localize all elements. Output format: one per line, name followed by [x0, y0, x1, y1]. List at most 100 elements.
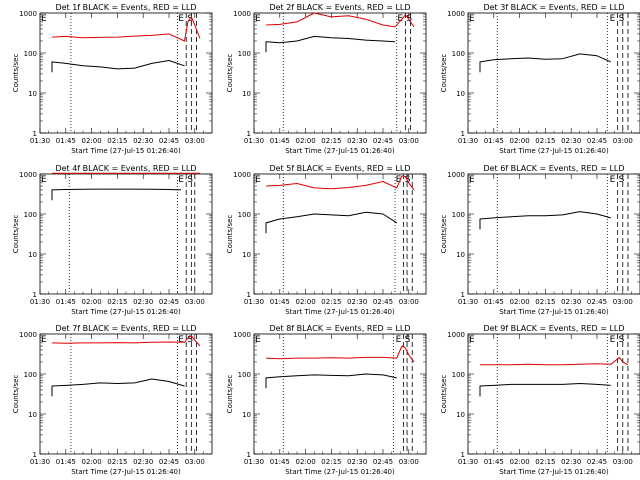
x-tick-label: 02:00: [510, 298, 530, 306]
corner-label: E: [178, 335, 184, 345]
x-tick-label: 02:30: [347, 458, 367, 466]
corner-label: S: [187, 175, 193, 185]
y-tick-label: 1: [33, 451, 37, 459]
series-events-line: [479, 383, 611, 397]
x-tick-label: 02:30: [347, 298, 367, 306]
x-tick-label: 01:45: [270, 137, 290, 145]
x-axis-label: Start Time (27-Jul-15 01:26:40): [71, 147, 181, 155]
y-tick-label: 1000: [19, 331, 37, 339]
y-tick-label: 10: [242, 411, 251, 419]
x-tick-label: 01:30: [244, 298, 264, 306]
x-tick-label: 02:30: [347, 137, 367, 145]
x-tick-label: 02:00: [296, 458, 316, 466]
chart-panel-3: Det 3f BLACK = Events, RED = LLD 1 10 100 10…: [440, 3, 640, 155]
x-tick-label: 02:30: [133, 458, 153, 466]
chart-title: Det 3f BLACK = Events, RED = LLD: [483, 3, 624, 12]
x-tick-label: 02:45: [373, 298, 393, 306]
plot-frame: [467, 173, 640, 295]
corner-label: E: [178, 14, 184, 24]
chart-title: Det 7f BLACK = Events, RED = LLD: [55, 324, 196, 333]
y-axis-label: Counts/sec: [12, 375, 20, 414]
corner-label: E: [255, 335, 261, 345]
y-tick-label: 100: [238, 211, 251, 219]
y-tick-label: 100: [24, 50, 37, 58]
y-tick-label: 100: [24, 211, 37, 219]
chart-panel-6: Det 6f BLACK = Events, RED = LLD 1 10 100 10…: [440, 164, 640, 316]
y-axis-label: Counts/sec: [226, 375, 234, 414]
series-events-line: [265, 211, 398, 234]
x-tick-label: 03:00: [185, 298, 205, 306]
y-tick-label: 100: [452, 211, 465, 219]
corner-label: E: [178, 175, 184, 185]
x-tick-label: 01:45: [484, 298, 504, 306]
chart-panel-7: Det 7f BLACK = Events, RED = LLD 1 10 100 10…: [12, 324, 213, 476]
x-axis-label: Start Time (27-Jul-15 01:26:40): [285, 308, 395, 316]
y-tick-label: 1: [247, 291, 251, 299]
corner-label: S: [187, 335, 193, 345]
x-tick-label: 01:45: [56, 458, 76, 466]
y-tick-label: 10: [28, 411, 37, 419]
x-tick-label: 02:45: [587, 137, 607, 145]
corner-label: E: [610, 14, 616, 24]
plot-frame: [253, 333, 427, 455]
y-tick-label: 1000: [447, 171, 465, 179]
series-events-line: [479, 211, 611, 230]
corner-label: E: [41, 175, 47, 185]
x-tick-label: 01:30: [458, 458, 478, 466]
x-tick-label: 02:15: [107, 458, 127, 466]
y-tick-label: 1000: [447, 10, 465, 18]
corner-label: E: [396, 335, 402, 345]
y-tick-label: 10: [28, 90, 37, 98]
x-tick-label: 01:30: [30, 298, 50, 306]
corner-label: E: [396, 175, 402, 185]
x-tick-label: 02:30: [561, 298, 581, 306]
x-tick-label: 02:00: [510, 458, 530, 466]
x-tick-label: 02:30: [561, 458, 581, 466]
corner-label: S: [619, 175, 625, 185]
y-axis-label: Counts/sec: [440, 375, 448, 414]
corner-label: E: [610, 175, 616, 185]
corner-label: E: [469, 335, 475, 345]
y-axis-label: Counts/sec: [226, 215, 234, 254]
y-axis-label: Counts/sec: [226, 54, 234, 93]
y-tick-label: 100: [452, 50, 465, 58]
x-tick-label: 02:15: [535, 137, 555, 145]
y-axis-label: Counts/sec: [12, 215, 20, 254]
series-lld-line: [51, 16, 201, 42]
y-axis-label: Counts/sec: [440, 215, 448, 254]
x-tick-label: 02:45: [373, 137, 393, 145]
x-tick-label: 01:30: [458, 298, 478, 306]
y-tick-label: 1: [461, 291, 465, 299]
x-tick-label: 03:00: [399, 137, 419, 145]
plot-frame: [467, 12, 640, 134]
y-axis-label: Counts/sec: [440, 54, 448, 93]
x-tick-label: 02:15: [535, 458, 555, 466]
corner-label: S: [405, 335, 411, 345]
plot-frame: [253, 12, 427, 134]
chart-title: Det 8f BLACK = Events, RED = LLD: [269, 324, 410, 333]
y-tick-label: 1: [33, 130, 37, 138]
x-tick-label: 02:45: [159, 298, 179, 306]
x-tick-label: 01:30: [458, 137, 478, 145]
x-tick-label: 02:15: [535, 298, 555, 306]
x-axis-label: Start Time (27-Jul-15 01:26:40): [499, 468, 609, 476]
corner-label: E: [610, 335, 616, 345]
x-tick-label: 03:00: [613, 137, 633, 145]
series-events-line: [265, 35, 396, 53]
x-tick-label: 02:00: [510, 137, 530, 145]
x-tick-label: 01:30: [30, 137, 50, 145]
y-tick-label: 10: [456, 251, 465, 259]
y-tick-label: 10: [456, 90, 465, 98]
series-events-line: [51, 60, 185, 73]
corner-label: E: [397, 14, 403, 24]
x-axis-label: Start Time (27-Jul-15 01:26:40): [499, 147, 609, 155]
corner-label: E: [469, 175, 475, 185]
x-tick-label: 02:15: [321, 458, 341, 466]
series-lld-line: [265, 345, 415, 363]
x-tick-label: 02:00: [82, 137, 102, 145]
x-tick-label: 01:45: [270, 458, 290, 466]
y-tick-label: 100: [238, 371, 251, 379]
corner-label: S: [619, 335, 625, 345]
y-tick-label: 1000: [233, 171, 251, 179]
x-axis-label: Start Time (27-Jul-15 01:26:40): [71, 468, 181, 476]
